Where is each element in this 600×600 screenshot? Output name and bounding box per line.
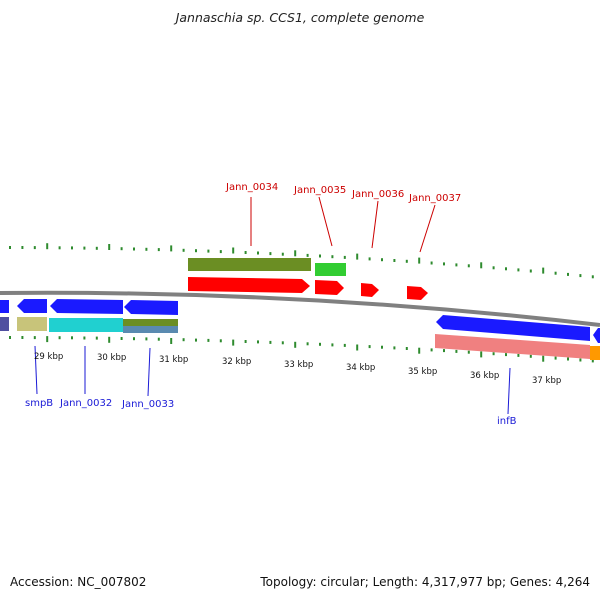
gene-label-jann-0034[interactable]: Jann_0034 — [225, 182, 278, 193]
gene-label-jann-0036[interactable]: Jann_0036 — [351, 189, 404, 200]
feature-bar-orange[interactable] — [590, 346, 600, 360]
gene-arrow-jann-0035[interactable] — [315, 280, 344, 295]
feature-bar-khaki[interactable] — [17, 317, 47, 331]
gene-label-jann-0032[interactable]: Jann_0032 — [59, 398, 112, 409]
kbp-label: 35 kbp — [408, 367, 437, 377]
feature-bar-pink[interactable] — [435, 334, 590, 359]
kbp-label: 31 kbp — [159, 355, 188, 365]
accession-text: Accession: NC_007802 — [10, 575, 147, 589]
feature-bar-green-top[interactable] — [315, 263, 346, 276]
gene-label-jann-0035[interactable]: Jann_0035 — [293, 185, 346, 196]
kbp-label: 36 kbp — [470, 371, 499, 381]
kbp-label: 34 kbp — [346, 363, 375, 373]
gene-arrow-jann-0034[interactable] — [188, 277, 310, 293]
feature-bar-olive-bottom[interactable] — [123, 319, 178, 326]
gene-arrow-smpb[interactable] — [17, 299, 47, 313]
gene-label-jann-0033[interactable]: Jann_0033 — [121, 399, 174, 410]
gene-label-jann-0037[interactable]: Jann_0037 — [408, 193, 461, 204]
top-gene-labels: Jann_0034 Jann_0035 Jann_0036 Jann_0037 — [225, 182, 461, 204]
feature-bar-steel-bottom[interactable] — [123, 326, 178, 333]
gene-arrow-jann-0032[interactable] — [50, 299, 123, 314]
kbp-label: 30 kbp — [97, 353, 126, 363]
gene-arrow-jann-0033[interactable] — [124, 300, 178, 315]
gene-arrow-infb[interactable] — [436, 315, 590, 341]
kbp-label: 37 kbp — [532, 376, 561, 386]
gene-label-infb[interactable]: infB — [497, 416, 517, 427]
kbp-label: 33 kbp — [284, 360, 313, 370]
kbp-label: 29 kbp — [34, 352, 63, 362]
kbp-label: 32 kbp — [222, 357, 251, 367]
feature-bar-cyan[interactable] — [49, 318, 123, 332]
gene-arrow-left-edge[interactable] — [0, 300, 9, 313]
tick-row-bottom — [9, 336, 594, 363]
tick-row-top — [9, 243, 594, 279]
kbp-axis-labels: 29 kbp 30 kbp 31 kbp 32 kbp 33 kbp 34 kb… — [34, 352, 561, 386]
gene-label-smpb[interactable]: smpB — [25, 398, 53, 409]
bottom-gene-labels: smpB Jann_0032 Jann_0033 infB — [25, 398, 517, 427]
gene-arrow-jann-0037[interactable] — [407, 286, 428, 300]
gene-arrow-right-edge[interactable] — [593, 328, 600, 343]
gene-arrow-jann-0036[interactable] — [361, 283, 379, 297]
label-leader-lines — [34, 196, 511, 415]
genome-summary-text: Topology: circular; Length: 4,317,977 bp… — [260, 575, 590, 589]
page-title: Jannaschia sp. CCS1, complete genome — [175, 10, 425, 25]
chromosome-backbone — [0, 290, 600, 327]
feature-bar-olive-top[interactable] — [188, 258, 311, 271]
feature-bar-purple[interactable] — [0, 317, 9, 331]
